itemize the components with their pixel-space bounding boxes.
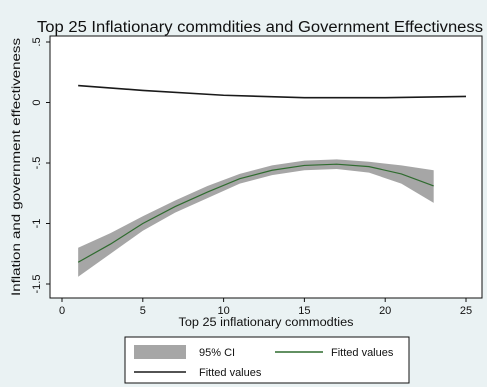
legend-box xyxy=(124,336,410,384)
chart-title: Top 25 Inflationary commdities and Gover… xyxy=(37,19,483,36)
y-tick-label: -1 xyxy=(31,219,43,229)
legend-fitted-ci-label: Fitted values xyxy=(331,347,394,359)
legend-ci-label: 95% CI xyxy=(199,347,235,359)
x-tick-label: 20 xyxy=(379,305,391,317)
legend-fitted-label: Fitted values xyxy=(199,367,262,379)
y-tick-label: .5 xyxy=(31,37,43,46)
y-tick-label: 0 xyxy=(31,99,43,105)
legend-ci-swatch xyxy=(134,345,186,359)
legend: 95% CI Fitted values Fitted values xyxy=(124,336,410,384)
x-tick-label: 15 xyxy=(298,305,310,317)
x-tick-label: 25 xyxy=(460,305,472,317)
fitted-line-1 xyxy=(78,84,467,99)
y-axis-label: Inflation and government effectiveness xyxy=(9,38,23,296)
fitted-line-2 xyxy=(77,163,434,263)
x-tick-label: 10 xyxy=(217,305,229,317)
x-tick-label: 0 xyxy=(59,305,65,317)
plot-area xyxy=(49,35,483,299)
x-tick-label: 5 xyxy=(140,305,146,317)
x-axis-label: Top 25 inflationary commodties xyxy=(179,317,354,329)
y-tick-label: -.5 xyxy=(31,157,43,170)
ci-band-0 xyxy=(78,159,434,277)
y-tick-label: -1.5 xyxy=(31,275,43,294)
